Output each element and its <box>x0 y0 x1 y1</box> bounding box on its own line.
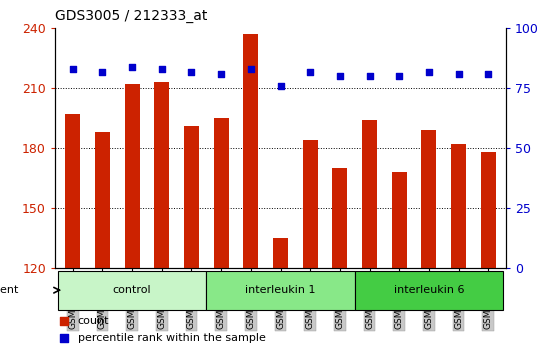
Bar <box>95 132 110 354</box>
Point <box>187 69 196 74</box>
Point <box>128 64 136 69</box>
Point <box>59 335 68 341</box>
Point <box>395 74 404 79</box>
Bar <box>206 272 355 310</box>
Bar <box>273 238 288 354</box>
Text: interleukin 1: interleukin 1 <box>245 285 316 295</box>
Bar <box>244 34 258 354</box>
Point <box>425 69 433 74</box>
Point <box>484 71 493 77</box>
Point <box>217 71 226 77</box>
Bar <box>58 272 206 310</box>
Bar <box>332 169 347 354</box>
Text: agent: agent <box>0 285 19 295</box>
Bar <box>392 172 406 354</box>
Point <box>365 74 374 79</box>
Bar <box>355 272 503 310</box>
Text: count: count <box>78 316 109 326</box>
Bar <box>125 84 140 354</box>
Bar <box>65 114 80 354</box>
Bar <box>451 144 466 354</box>
Bar <box>362 120 377 354</box>
Point <box>68 66 77 72</box>
Bar <box>421 130 436 354</box>
Text: control: control <box>113 285 151 295</box>
Point <box>157 66 166 72</box>
Point <box>98 69 107 74</box>
Bar <box>155 82 169 354</box>
Bar <box>302 140 317 354</box>
Point <box>59 318 68 324</box>
Point <box>306 69 315 74</box>
Bar <box>184 126 199 354</box>
Point <box>454 71 463 77</box>
Text: GDS3005 / 212333_at: GDS3005 / 212333_at <box>55 9 207 23</box>
Point <box>336 74 344 79</box>
Point <box>246 66 255 72</box>
Text: percentile rank within the sample: percentile rank within the sample <box>78 333 266 343</box>
Point <box>276 83 285 89</box>
Bar <box>214 118 229 354</box>
Bar <box>481 152 496 354</box>
Text: interleukin 6: interleukin 6 <box>394 285 464 295</box>
